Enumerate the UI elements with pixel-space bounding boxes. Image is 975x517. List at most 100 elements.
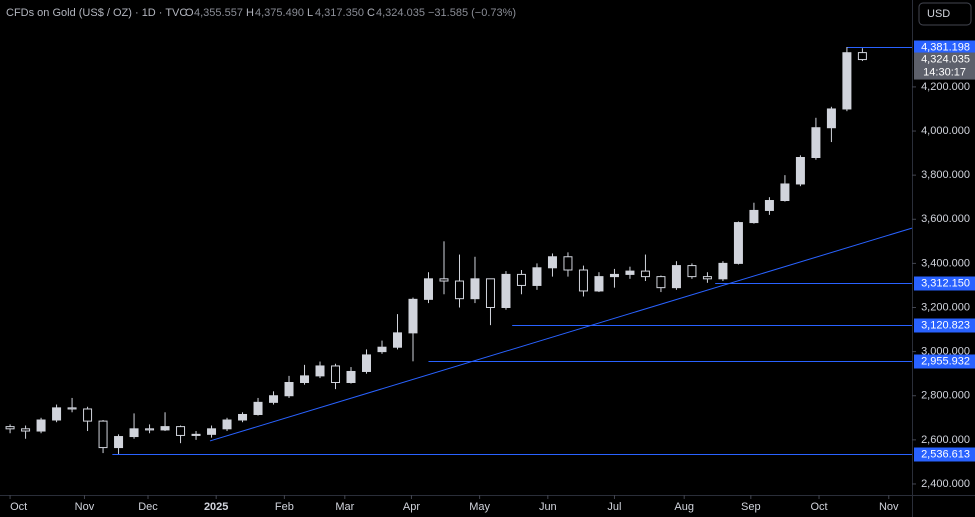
level-label-box: [914, 318, 975, 333]
candle-body: [671, 265, 681, 289]
candle-body: [749, 209, 759, 224]
level-label: 3,120.823: [921, 319, 970, 331]
candle-body: [780, 183, 790, 202]
candle-body: [191, 433, 201, 436]
candle-body: [176, 426, 186, 436]
y-tick-label: 2,600.000: [921, 434, 970, 446]
candle-body: [346, 370, 356, 383]
candle-body: [145, 428, 155, 431]
candle-body: [625, 270, 635, 275]
candle-body: [300, 375, 310, 384]
x-tick-label: Oct: [10, 501, 27, 513]
x-tick-label: Apr: [403, 501, 420, 513]
candle-body: [563, 256, 573, 271]
candle-body: [315, 365, 325, 377]
currency[interactable]: USD: [927, 8, 950, 20]
candle-body: [269, 395, 279, 403]
candle-body: [578, 269, 588, 292]
candle-body: [842, 52, 852, 110]
level-label: 3,312.150: [921, 277, 970, 289]
x-tick-label: May: [469, 501, 490, 513]
candle-body: [857, 52, 867, 61]
candle-body: [516, 273, 526, 286]
x-tick-label: Jun: [539, 501, 557, 513]
y-tick-label: 3,400.000: [921, 257, 970, 269]
level-label: 2,536.613: [921, 448, 970, 460]
y-tick-label: 2,800.000: [921, 390, 970, 402]
candle-body: [129, 428, 139, 438]
x-tick-label: Dec: [138, 501, 158, 513]
change: −31.585 (−0.73%): [428, 7, 516, 19]
y-tick-label: 2,400.000: [921, 478, 970, 490]
x-tick-label: 2025: [204, 501, 228, 513]
candle-body: [733, 222, 743, 264]
candle-body: [423, 278, 433, 300]
candle-body: [439, 278, 449, 282]
candle-body: [811, 127, 821, 158]
candle-body: [594, 276, 604, 292]
candle-body: [83, 408, 93, 422]
candle-body: [547, 256, 557, 269]
currency-button[interactable]: [918, 2, 972, 26]
candle-body: [764, 200, 774, 211]
candle-body: [98, 420, 108, 449]
candle-body: [52, 407, 62, 421]
candle-body: [114, 436, 124, 449]
legend-header: CFDs on Gold (US$ / OZ) · 1D · TVC O 4,3…: [6, 7, 516, 19]
candle-body: [377, 346, 387, 353]
candle-body: [795, 157, 805, 185]
candle-body: [160, 426, 170, 431]
l-label: L: [307, 7, 313, 19]
x-tick-label: Sep: [741, 501, 761, 513]
candle-body: [408, 298, 418, 334]
o-label: O: [185, 7, 194, 19]
x-tick-label: Aug: [674, 501, 694, 513]
candle-body: [36, 419, 46, 432]
x-tick-label: Jul: [607, 501, 621, 513]
candle-body: [331, 365, 341, 383]
candle-body: [687, 265, 697, 278]
trendline: [209, 227, 913, 442]
last-price: 4,324.035: [921, 53, 970, 65]
y-tick-label: 3,200.000: [921, 301, 970, 313]
candle-body: [207, 428, 217, 435]
y-tick-label: 3,800.000: [921, 169, 970, 181]
level-label-box: [914, 40, 975, 55]
y-tick-label: 3,600.000: [921, 213, 970, 225]
candle-body: [67, 407, 77, 410]
x-tick-label: Feb: [275, 501, 294, 513]
candle-body: [656, 276, 666, 289]
candle-body: [392, 332, 402, 348]
candle-body: [609, 273, 619, 278]
candle-body: [253, 401, 263, 415]
level-label: 2,955.932: [921, 355, 970, 367]
level-label: 4,381.198: [921, 41, 970, 53]
candle-body: [21, 428, 31, 432]
candle-body: [640, 270, 650, 278]
close: 4,324.035: [376, 7, 425, 19]
high: 4,375.490: [255, 7, 304, 19]
candle-body: [238, 413, 248, 421]
candle-body: [470, 278, 480, 300]
low: 4,317.350: [315, 7, 364, 19]
candle-body: [454, 280, 464, 300]
x-tick-label: Mar: [335, 501, 354, 513]
candle-body: [485, 278, 495, 308]
level-label-box: [914, 447, 975, 462]
plot-area: [5, 46, 913, 455]
open: 4,355.557: [194, 7, 243, 19]
h-label: H: [246, 7, 254, 19]
candle-body: [5, 426, 15, 430]
y-tick-label: 4,000.000: [921, 125, 970, 137]
y-tick-label: 4,200.000: [921, 81, 970, 93]
level-label-box: [914, 354, 975, 369]
candle-body: [718, 262, 728, 280]
x-tick-label: Oct: [810, 501, 827, 513]
symbol: CFDs on Gold (US$ / OZ) · 1D · TVC: [6, 7, 187, 19]
c-label: C: [367, 7, 375, 19]
candle-body: [284, 382, 294, 397]
candle-body: [222, 419, 232, 430]
candle-body: [362, 354, 372, 372]
x-tick-label: Nov: [75, 501, 95, 513]
